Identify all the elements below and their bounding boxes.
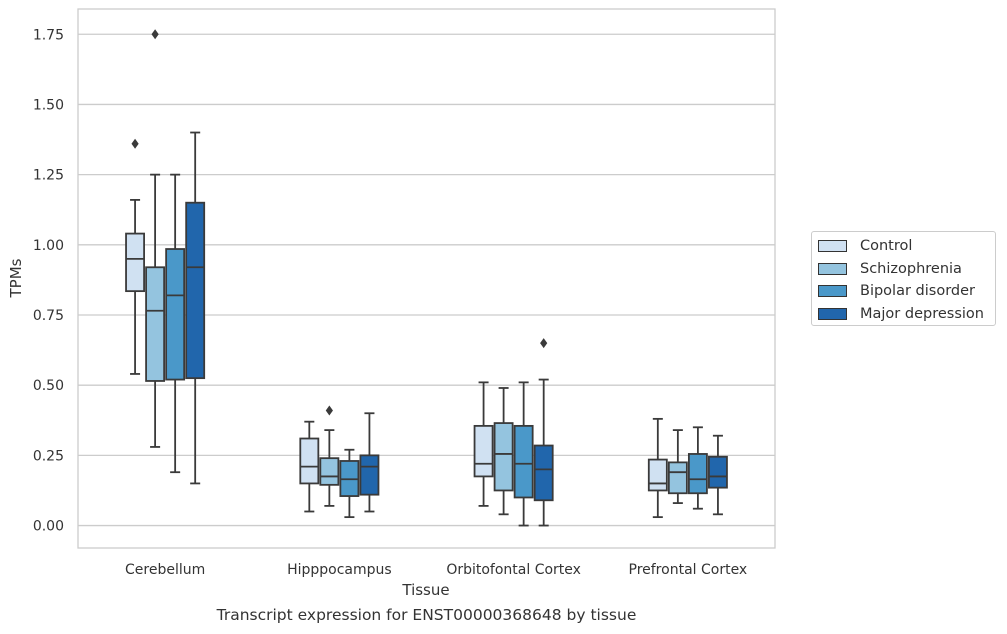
box-4-2 (667, 429, 688, 504)
legend-label: Major depression (860, 305, 984, 322)
legend-swatch (818, 307, 847, 320)
legend-swatch (818, 262, 847, 275)
legend-swatch (818, 285, 847, 297)
box-layer (125, 29, 728, 527)
y-tick-label: 1.00 (33, 238, 64, 254)
x-tick-label: Cerebellum (125, 562, 205, 578)
box-body (493, 422, 514, 492)
y-tick-label: 0.25 (33, 448, 64, 464)
legend-item: Bipolar disorder (818, 281, 975, 301)
x-tick-label: Orbitofontal Cortex (446, 562, 581, 578)
box-2-2 (319, 405, 340, 507)
x-tick-label: Hipppocampus (287, 562, 392, 578)
chart-caption: Transcript expression for ENST0000036864… (216, 606, 637, 624)
box-body (299, 437, 320, 485)
x-tick-labels: Cerebellum Hipppocampus Orbitofontal Corte… (125, 562, 747, 578)
box-4-4 (708, 434, 728, 516)
box-body (359, 454, 380, 496)
box-body (647, 458, 668, 492)
box-body (165, 248, 186, 381)
box-body (687, 453, 708, 495)
outlier-point (540, 338, 548, 349)
legend-item: Schizophrenia (818, 259, 962, 279)
box-body (473, 424, 494, 478)
box-body (667, 461, 688, 495)
box-body (708, 455, 728, 489)
box-3-3 (513, 381, 534, 527)
legend-swatch (818, 240, 847, 252)
box-1-1 (125, 138, 145, 375)
box-2-4 (359, 412, 380, 513)
y-tick-label: 0.50 (33, 378, 64, 394)
y-tick-label: 0.00 (33, 519, 64, 535)
box-body (125, 232, 145, 293)
legend-label: Bipolar disorder (860, 283, 975, 299)
box-body (319, 457, 340, 486)
x-tick-label: Prefrontal Cortex (629, 562, 748, 578)
legend-label: Schizophrenia (860, 260, 962, 277)
box-2-3 (339, 448, 360, 519)
legend-item: Major depression (818, 304, 984, 324)
outlier-point (151, 29, 159, 40)
box-1-4 (185, 131, 206, 485)
y-tick-label: 1.25 (33, 168, 64, 184)
outlier-point (325, 405, 333, 416)
y-axis-title: TPMs (7, 258, 25, 298)
y-tick-labels: 0.00 0.25 0.50 0.75 1.00 1.25 1.50 1.75 (33, 27, 64, 534)
box-2-1 (299, 420, 320, 513)
box-body (145, 266, 166, 382)
legend: Control Schizophrenia Bipolar disorder Majo… (811, 231, 996, 326)
box-body (513, 424, 534, 499)
box-3-1 (473, 381, 494, 507)
box-body (533, 444, 554, 502)
box-3-2 (493, 387, 514, 516)
box-1-2 (145, 29, 166, 448)
legend-label: Control (860, 238, 913, 254)
outlier-point (131, 138, 139, 149)
box-3-4 (533, 338, 554, 527)
y-tick-label: 1.50 (33, 97, 64, 113)
box-4-3 (687, 426, 708, 510)
box-4-1 (647, 417, 668, 519)
y-tick-label: 1.75 (33, 27, 64, 43)
box-body (185, 201, 206, 380)
y-tick-label: 0.75 (33, 308, 64, 324)
legend-item: Control (818, 236, 912, 256)
x-axis-title: Tissue (401, 581, 449, 599)
plot-frame (77, 8, 776, 549)
box-1-3 (165, 173, 186, 474)
